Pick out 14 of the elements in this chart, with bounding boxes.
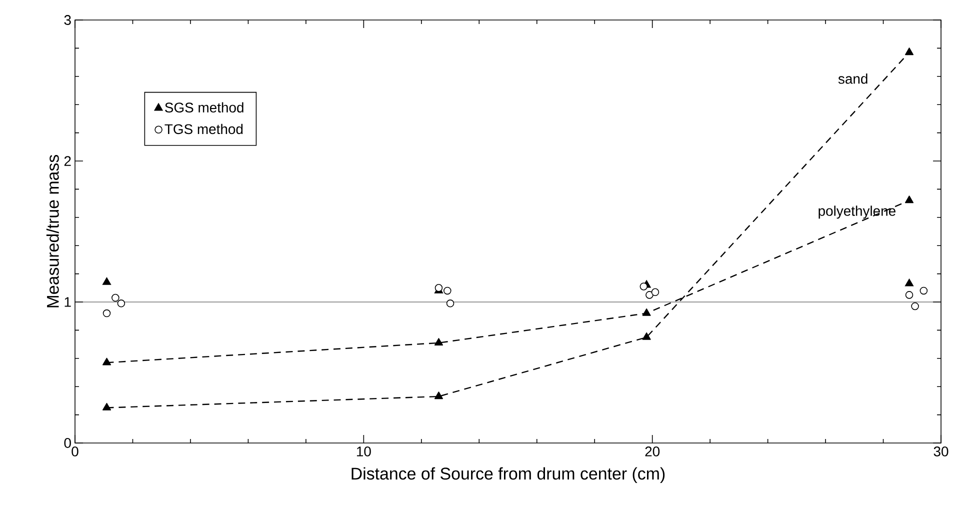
x-tick-label: 0 bbox=[72, 446, 78, 456]
x-tick-label: 20 bbox=[645, 446, 660, 456]
y-tick-label: 2 bbox=[64, 156, 71, 166]
y-tick-label: 1 bbox=[64, 297, 71, 307]
series-label: polyethylene bbox=[818, 206, 896, 219]
x-tick-label: 30 bbox=[934, 446, 948, 456]
y-axis-title: Measured/true mass bbox=[46, 154, 59, 308]
x-tick-label: 10 bbox=[356, 446, 371, 456]
x-axis-title: Distance of Source from drum center (cm) bbox=[352, 467, 665, 483]
legend-label: SGS method bbox=[165, 102, 244, 113]
series-label: sand bbox=[838, 74, 868, 84]
y-tick-label: 3 bbox=[64, 15, 71, 25]
y-tick-label: 0 bbox=[64, 438, 71, 448]
legend-label: TGS method bbox=[164, 124, 243, 134]
